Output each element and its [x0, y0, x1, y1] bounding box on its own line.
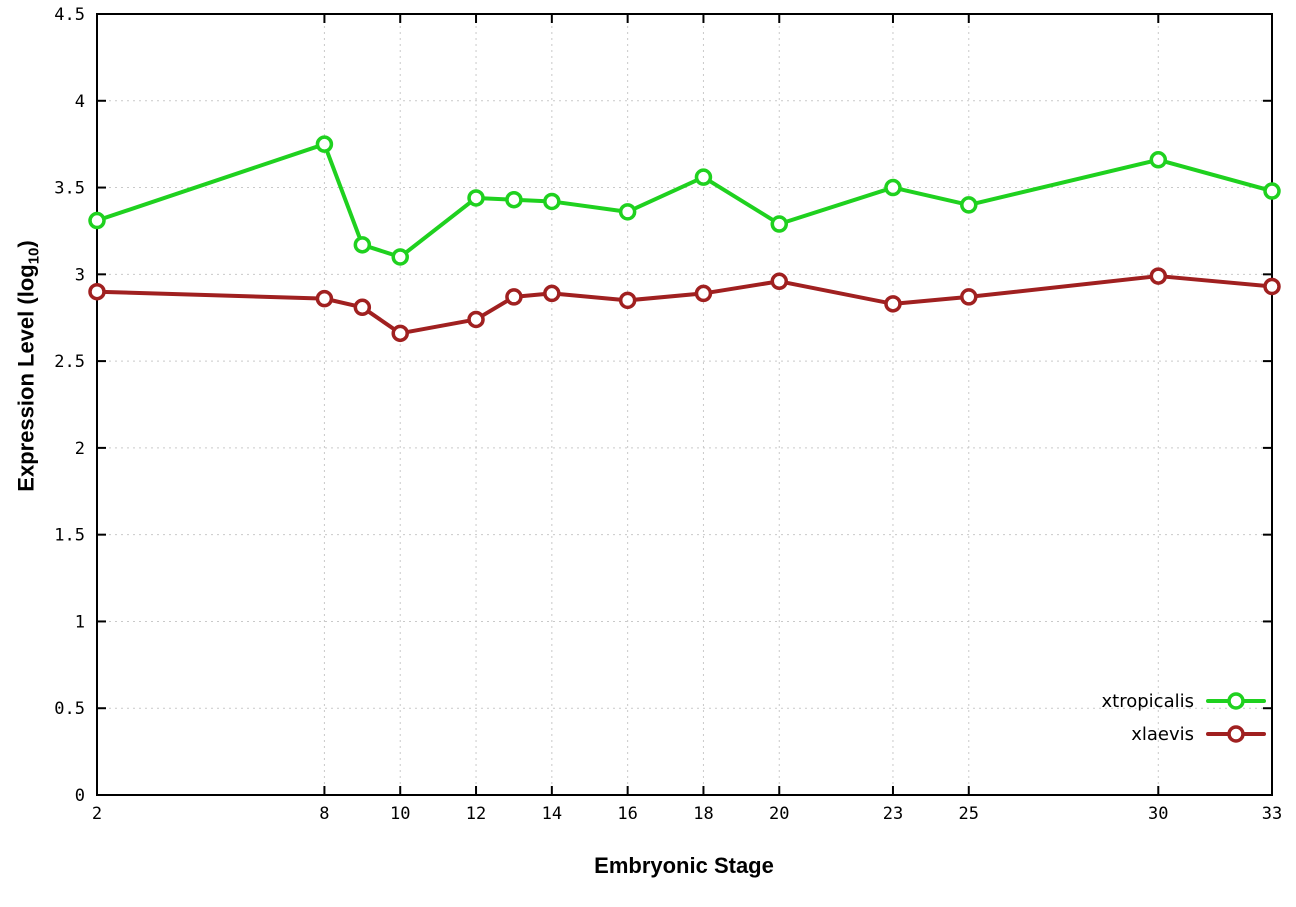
- y-tick-label: 3: [75, 265, 85, 285]
- data-point-xtropicalis: [315, 135, 334, 153]
- legend-label-xtropicalis: xtropicalis: [1102, 691, 1194, 712]
- data-point-xtropicalis: [505, 190, 523, 209]
- x-tick-label: 23: [883, 804, 903, 824]
- x-tick-label: 30: [1148, 804, 1168, 824]
- data-point-xlaevis: [1149, 267, 1168, 285]
- y-axis-label-prefix: Expression Level (log: [13, 264, 39, 492]
- data-point-xtropicalis: [960, 196, 978, 214]
- y-tick-label: 0.5: [54, 699, 85, 719]
- x-tick-label: 20: [769, 804, 789, 824]
- y-tick-label: 1.5: [54, 526, 85, 546]
- y-tick-label: 3.5: [54, 179, 85, 199]
- data-point-xtropicalis: [391, 248, 409, 266]
- legend-sample-marker-xlaevis: [1227, 725, 1245, 743]
- data-point-xlaevis: [1263, 277, 1281, 296]
- x-tick-label: 2: [92, 804, 102, 824]
- data-point-xlaevis: [770, 272, 789, 291]
- data-point-xtropicalis: [694, 168, 713, 186]
- y-tick-label: 4.5: [54, 5, 85, 25]
- data-point-xtropicalis: [543, 192, 561, 211]
- data-point-xlaevis: [543, 284, 561, 303]
- series-line-xtropicalis: [95, 142, 1274, 259]
- data-point-xlaevis: [694, 284, 713, 303]
- data-point-xlaevis: [88, 282, 106, 301]
- data-point-xtropicalis: [467, 189, 485, 207]
- data-point-xlaevis: [467, 310, 485, 329]
- data-point-xtropicalis: [770, 215, 789, 233]
- y-axis-label: Expression Level (log10): [14, 240, 43, 491]
- data-point-xtropicalis: [884, 178, 902, 197]
- data-point-xtropicalis: [88, 211, 106, 230]
- x-tick-label: 18: [693, 804, 713, 824]
- x-tick-label: 25: [959, 804, 979, 824]
- x-tick-label: 12: [466, 804, 486, 824]
- y-tick-label: 0: [75, 786, 85, 806]
- data-point-xlaevis: [884, 295, 902, 313]
- data-point-xlaevis: [618, 291, 637, 310]
- data-point-xtropicalis: [1263, 182, 1281, 200]
- data-point-xtropicalis: [353, 236, 372, 254]
- data-point-xtropicalis: [618, 203, 637, 221]
- data-point-xlaevis: [315, 289, 334, 308]
- y-axis-label-suffix: ): [13, 240, 39, 248]
- data-point-xlaevis: [505, 288, 523, 306]
- data-point-xlaevis: [960, 288, 978, 306]
- legend-label-xlaevis: xlaevis: [1131, 724, 1194, 745]
- y-tick-label: 1: [75, 612, 85, 632]
- x-tick-label: 14: [542, 804, 562, 824]
- x-tick-label: 16: [617, 804, 637, 824]
- x-tick-label: 10: [390, 804, 410, 824]
- y-tick-label: 2.5: [54, 352, 85, 372]
- data-point-xlaevis: [391, 324, 409, 343]
- x-axis-label: Embryonic Stage: [594, 853, 774, 878]
- x-tick-label: 8: [319, 804, 329, 824]
- y-tick-label: 4: [75, 92, 85, 112]
- series-line-xlaevis: [95, 274, 1274, 336]
- x-tick-label: 33: [1262, 804, 1282, 824]
- data-point-xtropicalis: [1149, 151, 1168, 169]
- y-axis-label-subscript: 10: [25, 247, 43, 265]
- data-point-xlaevis: [353, 298, 372, 317]
- plot-border: [96, 13, 1273, 796]
- legend-sample-marker-xtropicalis: [1227, 692, 1245, 710]
- y-tick-label: 2: [75, 439, 85, 459]
